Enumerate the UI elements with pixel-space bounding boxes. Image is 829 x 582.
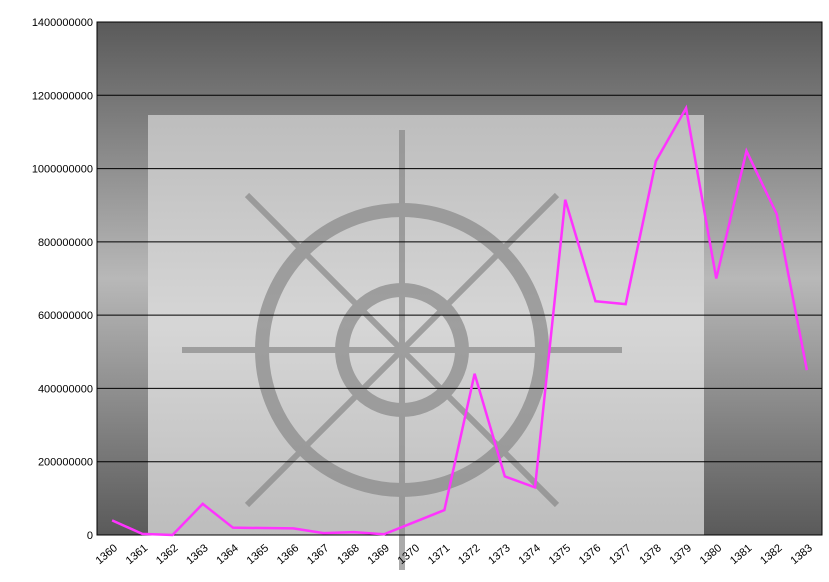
x-tick-label: 1373 — [486, 542, 512, 567]
x-tick-label: 1363 — [184, 542, 210, 567]
x-tick-label: 1372 — [456, 542, 482, 567]
x-tick-label: 1382 — [758, 542, 784, 567]
x-tick-label: 1367 — [305, 542, 331, 567]
y-tick-label: 800000000 — [38, 237, 93, 249]
x-tick-label: 1379 — [668, 542, 694, 567]
x-tick-label: 1375 — [547, 542, 573, 567]
y-tick-label: 1000000000 — [32, 164, 93, 176]
x-tick-label: 1383 — [788, 542, 814, 567]
x-tick-label: 1368 — [335, 542, 361, 567]
y-tick-label: 1200000000 — [32, 90, 93, 102]
x-tick-label: 1365 — [245, 542, 271, 567]
x-tick-label: 1366 — [275, 542, 301, 567]
y-tick-label: 200000000 — [38, 457, 93, 469]
x-tick-label: 1377 — [607, 542, 633, 567]
x-tick-label: 1360 — [94, 542, 120, 567]
y-tick-label: 600000000 — [38, 310, 93, 322]
x-tick-label: 1364 — [214, 542, 240, 567]
x-tick-label: 1378 — [637, 542, 663, 567]
x-tick-label: 1380 — [698, 542, 724, 567]
y-tick-label: 1400000000 — [32, 17, 93, 29]
x-tick-label: 1374 — [516, 542, 542, 567]
x-tick-label: 1371 — [426, 542, 452, 567]
x-tick-label: 1376 — [577, 542, 603, 567]
y-tick-label: 0 — [87, 530, 93, 542]
y-tick-label: 400000000 — [38, 383, 93, 395]
x-tick-label: 1369 — [365, 542, 391, 567]
page: {"chart_data":{"type":"line", "categorie… — [0, 0, 829, 582]
x-tick-label: 1381 — [728, 542, 754, 567]
x-tick-label: 1361 — [124, 542, 150, 567]
chart: 0 200000000 400000000 600000000 800000000 100… — [0, 0, 829, 582]
decoration — [182, 130, 622, 570]
x-tick-label: 1362 — [154, 542, 180, 567]
